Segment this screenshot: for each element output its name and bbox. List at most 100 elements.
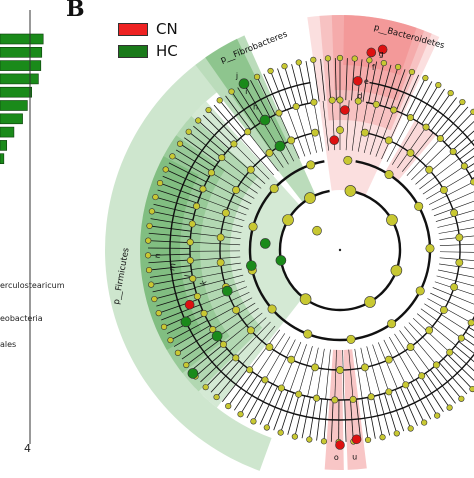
node	[232, 186, 239, 193]
leaf-node	[217, 98, 223, 104]
node	[386, 389, 392, 395]
leaf-node	[459, 396, 465, 402]
phylum-node	[386, 215, 397, 226]
node	[468, 320, 474, 326]
node	[336, 366, 343, 373]
node	[336, 126, 343, 133]
hc-node	[260, 115, 270, 125]
leaf-node	[238, 411, 244, 417]
leaf-line	[455, 346, 474, 373]
clade-letter-u: u	[352, 452, 357, 461]
node	[456, 234, 463, 241]
node	[189, 221, 195, 227]
inner-leaf-line	[367, 346, 380, 394]
node	[426, 244, 434, 252]
cn-node	[367, 48, 376, 57]
phylum-node	[391, 265, 402, 276]
inner-leaf-line	[317, 349, 325, 398]
node	[232, 306, 239, 313]
leaf-node	[264, 425, 270, 431]
leaf-node	[471, 109, 474, 115]
node	[220, 341, 226, 347]
node	[385, 356, 392, 363]
node	[450, 148, 456, 154]
leaf-node	[325, 56, 331, 62]
inner-leaf-line	[373, 345, 389, 392]
inner-leaf-line	[326, 350, 331, 400]
node	[447, 349, 453, 355]
leaf-node	[394, 431, 400, 437]
node	[288, 137, 295, 144]
node	[451, 283, 458, 290]
cn-node	[353, 76, 362, 85]
clade-letter-i: i	[245, 87, 247, 96]
inner-leaf-line	[417, 314, 456, 346]
leaf-line	[306, 61, 313, 102]
node	[311, 99, 317, 105]
leaf-node	[296, 60, 302, 66]
inner-leaf-line	[378, 342, 397, 388]
leaf-node	[175, 350, 181, 356]
node	[193, 203, 199, 209]
hc-node	[212, 331, 222, 341]
leaf-node	[161, 324, 167, 330]
leaf-node	[168, 337, 174, 343]
leaf-node	[408, 426, 414, 432]
node	[293, 103, 299, 109]
node	[426, 327, 433, 334]
left-bar	[0, 74, 38, 84]
left-bar	[0, 34, 43, 44]
leaf-node	[447, 405, 453, 411]
node	[433, 362, 439, 368]
leaf-line	[466, 332, 474, 355]
leaf-node	[352, 56, 358, 62]
leaf-line	[317, 399, 322, 441]
legend-label-cn: CN	[156, 20, 178, 38]
clade-letter-h: h	[253, 102, 258, 111]
inner-leaf-line	[413, 318, 450, 352]
inner-leaf-line	[290, 344, 307, 391]
node	[373, 101, 379, 107]
node	[304, 330, 312, 338]
node	[437, 135, 443, 141]
leaf-node	[251, 419, 257, 425]
node	[415, 202, 423, 210]
inner-leaf-line	[415, 152, 453, 185]
node	[208, 170, 214, 176]
leaf-node	[156, 310, 162, 316]
leaf-node	[381, 60, 387, 66]
inner-leaf-line	[299, 346, 313, 394]
inner-leaf-line	[440, 243, 474, 245]
node	[276, 110, 282, 116]
node	[391, 107, 397, 113]
phylum-node	[283, 215, 294, 226]
leaf-node	[203, 384, 209, 390]
leaf-node	[153, 194, 159, 200]
root-node	[339, 249, 341, 251]
leaf-line	[452, 123, 474, 151]
leaf-node	[395, 64, 401, 70]
phylum-node	[345, 185, 356, 196]
node	[385, 170, 393, 178]
left-bar	[0, 101, 27, 111]
leaf-node	[152, 296, 158, 302]
leaf-line	[267, 389, 283, 428]
legend-item-hc: HC	[118, 42, 178, 60]
hc-node	[276, 255, 286, 265]
node	[311, 129, 318, 136]
node	[456, 259, 463, 266]
cn-node	[340, 106, 349, 115]
leaf-line	[260, 386, 277, 424]
node	[278, 385, 284, 391]
clade-letter-e: e	[364, 77, 369, 86]
left-bar-label-3: ales	[0, 340, 16, 349]
node	[217, 234, 224, 241]
inner-leaf-line	[308, 348, 319, 397]
node	[200, 186, 206, 192]
node	[270, 184, 278, 192]
leaf-node	[337, 55, 343, 61]
leaf-node	[310, 57, 316, 63]
phylum-node	[365, 296, 376, 307]
node	[222, 209, 229, 216]
